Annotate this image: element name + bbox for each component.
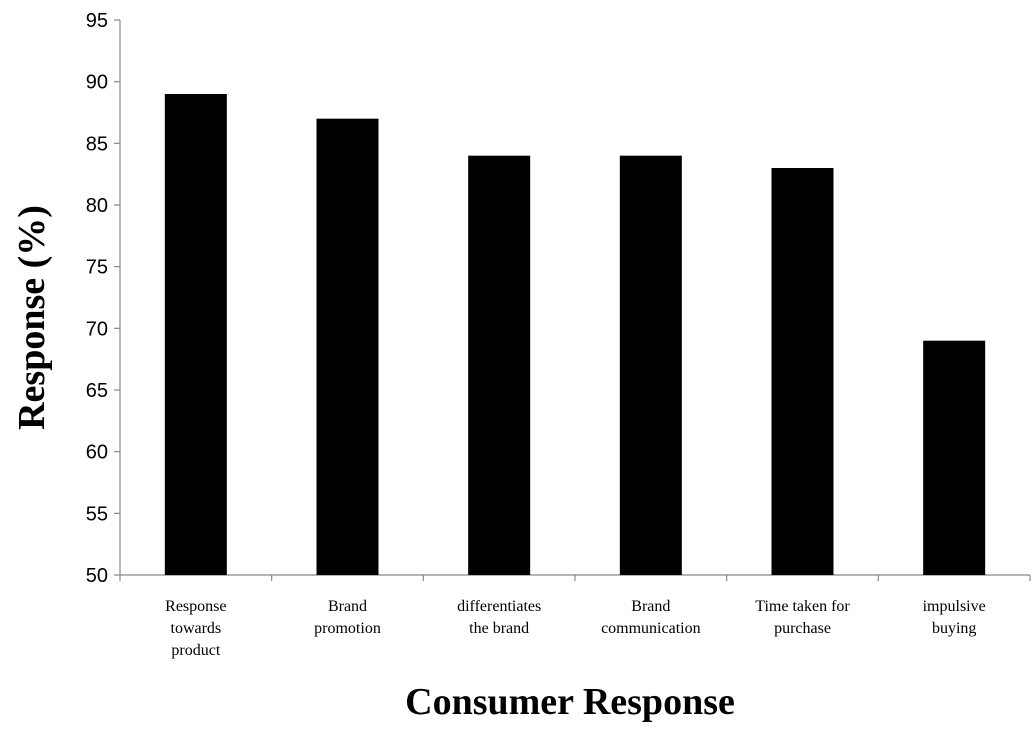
x-tick-label-line: Brand xyxy=(631,598,670,615)
x-axis: Response towards product Brand promotion diff… xyxy=(119,574,1031,659)
x-tick-label-line: promotion xyxy=(314,620,381,637)
y-tick-label: 85 xyxy=(86,133,108,155)
y-tick-label: 80 xyxy=(86,195,108,217)
y-axis-label: Response (%) xyxy=(11,205,53,430)
x-tick-label-line: towards xyxy=(171,620,222,637)
x-tick-label: Time taken for purchase xyxy=(755,598,850,637)
y-tick-label: 65 xyxy=(86,380,108,402)
bar-3 xyxy=(619,155,682,575)
y-tick-label: 55 xyxy=(86,503,108,525)
x-tick-label: Brand communication xyxy=(601,598,701,637)
x-tick-label-line: impulsive xyxy=(923,598,986,615)
y-tick-label: 60 xyxy=(86,442,108,464)
x-axis-label: Consumer Response xyxy=(405,681,735,723)
bar-1 xyxy=(316,118,379,576)
x-tick-label: Response towards product xyxy=(165,598,226,659)
y-tick-label: 95 xyxy=(86,10,108,32)
y-tick-label: 90 xyxy=(86,72,108,94)
x-tick-label-line: Brand xyxy=(328,598,367,615)
x-tick-label-line: Time taken for xyxy=(755,598,850,615)
x-tick-label-line: differentiates xyxy=(457,598,541,615)
bar-0 xyxy=(164,94,227,575)
bar-2 xyxy=(468,155,531,575)
x-tick-label: Brand promotion xyxy=(314,598,381,637)
x-tick-label-line: buying xyxy=(932,620,976,637)
x-tick-label-line: Response xyxy=(165,598,226,615)
bar-5 xyxy=(923,340,986,575)
x-tick-label-line: the brand xyxy=(469,620,529,637)
y-tick-label: 70 xyxy=(86,318,108,340)
x-tick-label: impulsive buying xyxy=(923,598,986,637)
y-tick-label: 50 xyxy=(86,565,108,587)
y-tick-label: 75 xyxy=(86,257,108,279)
x-tick-label: differentiates the brand xyxy=(457,598,541,637)
x-tick-label-line: product xyxy=(171,642,220,659)
x-tick-label-line: communication xyxy=(601,620,701,637)
bars xyxy=(164,94,986,576)
bar-4 xyxy=(771,168,834,575)
x-tick-label-line: purchase xyxy=(774,620,831,637)
y-axis: 50 55 60 65 70 75 80 85 90 95 xyxy=(86,10,121,587)
